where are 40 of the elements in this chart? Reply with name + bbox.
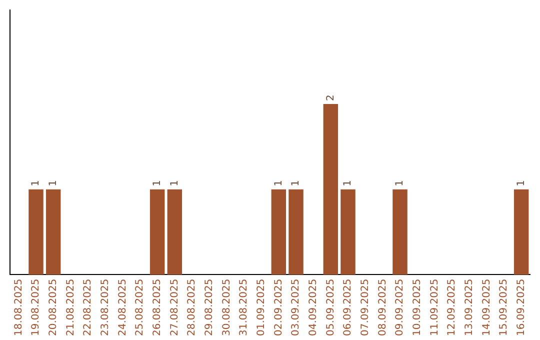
- data-label: 1: [273, 180, 284, 186]
- x-tick-label: 04.09.2025: [308, 278, 319, 336]
- x-tick-label: 19.08.2025: [30, 278, 42, 336]
- x-tick-label: 12.09.2025: [446, 278, 458, 336]
- data-label: 1: [290, 180, 302, 186]
- x-tick-label: 07.09.2025: [360, 278, 371, 336]
- x-tick-label: 30.08.2025: [221, 278, 232, 336]
- data-label: 1: [342, 180, 354, 186]
- x-tick-label: 15.09.2025: [498, 278, 510, 336]
- x-tick-label: 10.09.2025: [412, 278, 423, 336]
- x-tick-label: 26.08.2025: [152, 278, 163, 336]
- x-tick-label: 31.08.2025: [238, 278, 250, 336]
- x-tick-label: 20.08.2025: [48, 278, 59, 336]
- x-tick-label: 13.09.2025: [464, 278, 475, 336]
- x-tick-label: 06.09.2025: [342, 278, 354, 336]
- data-label: 2: [325, 94, 336, 101]
- x-tick-label: 18.08.2025: [13, 278, 24, 336]
- data-label: 1: [394, 180, 406, 186]
- x-tick-label: 27.08.2025: [169, 278, 180, 336]
- x-tick-label: 02.09.2025: [273, 278, 284, 336]
- x-tick-label: 29.08.2025: [204, 278, 215, 336]
- x-tick-label: 28.08.2025: [186, 278, 198, 336]
- x-tick-label: 01.09.2025: [256, 278, 267, 336]
- x-tick-label: 23.08.2025: [100, 278, 111, 336]
- data-label: 1: [152, 180, 163, 186]
- data-label: 1: [48, 180, 59, 186]
- x-tick-label: 22.08.2025: [82, 278, 94, 336]
- data-label: 1: [169, 180, 180, 186]
- data-label: 1: [516, 180, 527, 186]
- x-tick-label: 09.09.2025: [394, 278, 406, 336]
- x-tick-label: 05.09.2025: [325, 278, 336, 336]
- x-tick-label: 25.08.2025: [134, 278, 146, 336]
- x-tick-label: 24.08.2025: [117, 278, 128, 336]
- data-label: 1: [30, 180, 42, 186]
- x-tick-label: 14.09.2025: [481, 278, 492, 336]
- x-tick-label: 21.08.2025: [65, 278, 76, 336]
- x-tick-label: 16.09.2025: [516, 278, 527, 336]
- x-tick-label: 03.09.2025: [290, 278, 302, 336]
- x-tick-label: 11.09.2025: [429, 278, 440, 336]
- x-tick-label: 08.09.2025: [377, 278, 388, 336]
